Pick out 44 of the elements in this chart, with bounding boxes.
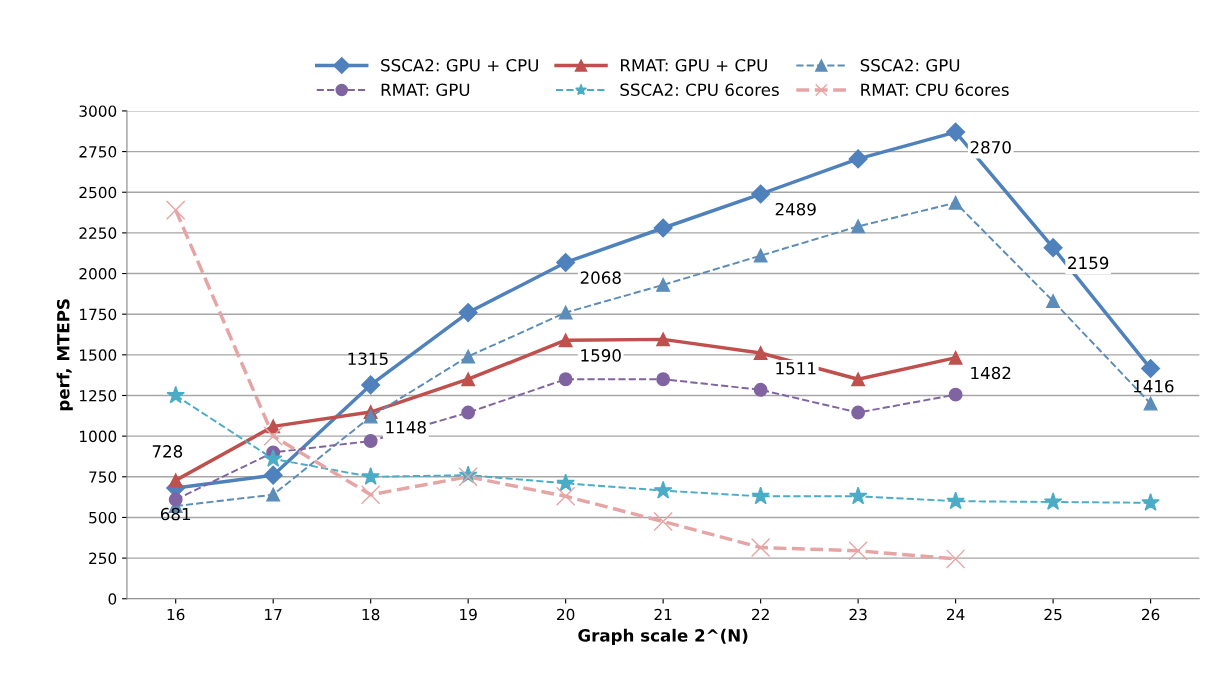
legend-label: RMAT: GPU bbox=[381, 83, 470, 97]
data-label: 681 bbox=[160, 507, 191, 521]
legend-label: RMAT: GPU + CPU bbox=[621, 58, 767, 72]
y-tick-label: 1750 bbox=[80, 308, 117, 321]
data-label: 728 bbox=[152, 445, 183, 458]
data-label: 1148 bbox=[386, 420, 426, 434]
data-label: 1482 bbox=[971, 366, 1011, 380]
data-label: 2870 bbox=[970, 140, 1011, 154]
x-tick-label: 24 bbox=[947, 608, 965, 621]
x-tick-label: 21 bbox=[654, 608, 672, 621]
data-label: 2489 bbox=[775, 202, 816, 216]
x-tick-label: 23 bbox=[849, 608, 867, 621]
y-tick-label: 2500 bbox=[79, 186, 117, 199]
data-label: 1590 bbox=[581, 349, 621, 362]
x-tick-label: 18 bbox=[362, 608, 380, 621]
y-tick-label: 250 bbox=[89, 552, 117, 565]
legend-label: SSCA2: CPU 6cores bbox=[620, 83, 779, 97]
y-tick-label: 2750 bbox=[79, 146, 117, 158]
x-tick-label: 26 bbox=[1141, 608, 1160, 621]
x-tick-label: 22 bbox=[752, 608, 769, 621]
legend-label: SSCA2: GPU + CPU bbox=[381, 58, 538, 72]
y-tick-label: 2000 bbox=[79, 268, 117, 280]
data-label: 2068 bbox=[580, 271, 621, 284]
y-tick-label: 0 bbox=[108, 593, 117, 605]
x-tick-label: 19 bbox=[460, 608, 477, 621]
y-tick-label: 2250 bbox=[79, 227, 117, 239]
y-tick-label: 1000 bbox=[80, 430, 117, 443]
x-tick-label: 16 bbox=[167, 608, 185, 621]
y-axis-title: perf, MTEPS bbox=[56, 299, 73, 411]
y-tick-label: 3000 bbox=[79, 105, 117, 117]
y-tick-label: 500 bbox=[89, 511, 117, 524]
data-label: 2159 bbox=[1068, 256, 1109, 270]
x-axis-title: Graph scale 2^(N) bbox=[578, 628, 748, 645]
y-tick-label: 1500 bbox=[80, 349, 117, 361]
data-label: 1511 bbox=[776, 362, 816, 375]
x-tick-label: 25 bbox=[1044, 608, 1062, 621]
x-tick-label: 17 bbox=[265, 608, 282, 621]
legend-label: SSCA2: GPU bbox=[860, 58, 960, 72]
data-label: 1315 bbox=[348, 352, 388, 366]
y-tick-label: 1250 bbox=[80, 389, 117, 402]
data-label: 1416 bbox=[1133, 379, 1174, 393]
y-tick-label: 750 bbox=[89, 471, 117, 483]
x-tick-label: 20 bbox=[557, 608, 575, 621]
legend-label: RMAT: CPU 6cores bbox=[861, 83, 1009, 97]
